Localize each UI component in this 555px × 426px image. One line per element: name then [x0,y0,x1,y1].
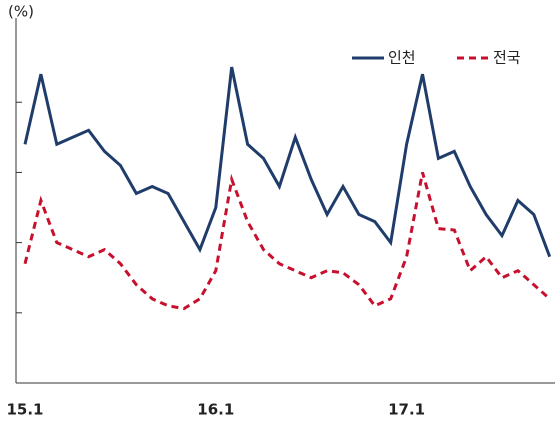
series-line [23,66,552,258]
x-tick-label: 17.1 [388,401,425,419]
x-tick-label: 16.1 [197,401,234,419]
y-axis-label: (%) [8,3,34,21]
legend-label: 전국 [493,49,521,67]
legend-label: 인천 [388,49,416,67]
x-tick-label: 15.1 [6,401,43,419]
series-line [23,171,551,311]
